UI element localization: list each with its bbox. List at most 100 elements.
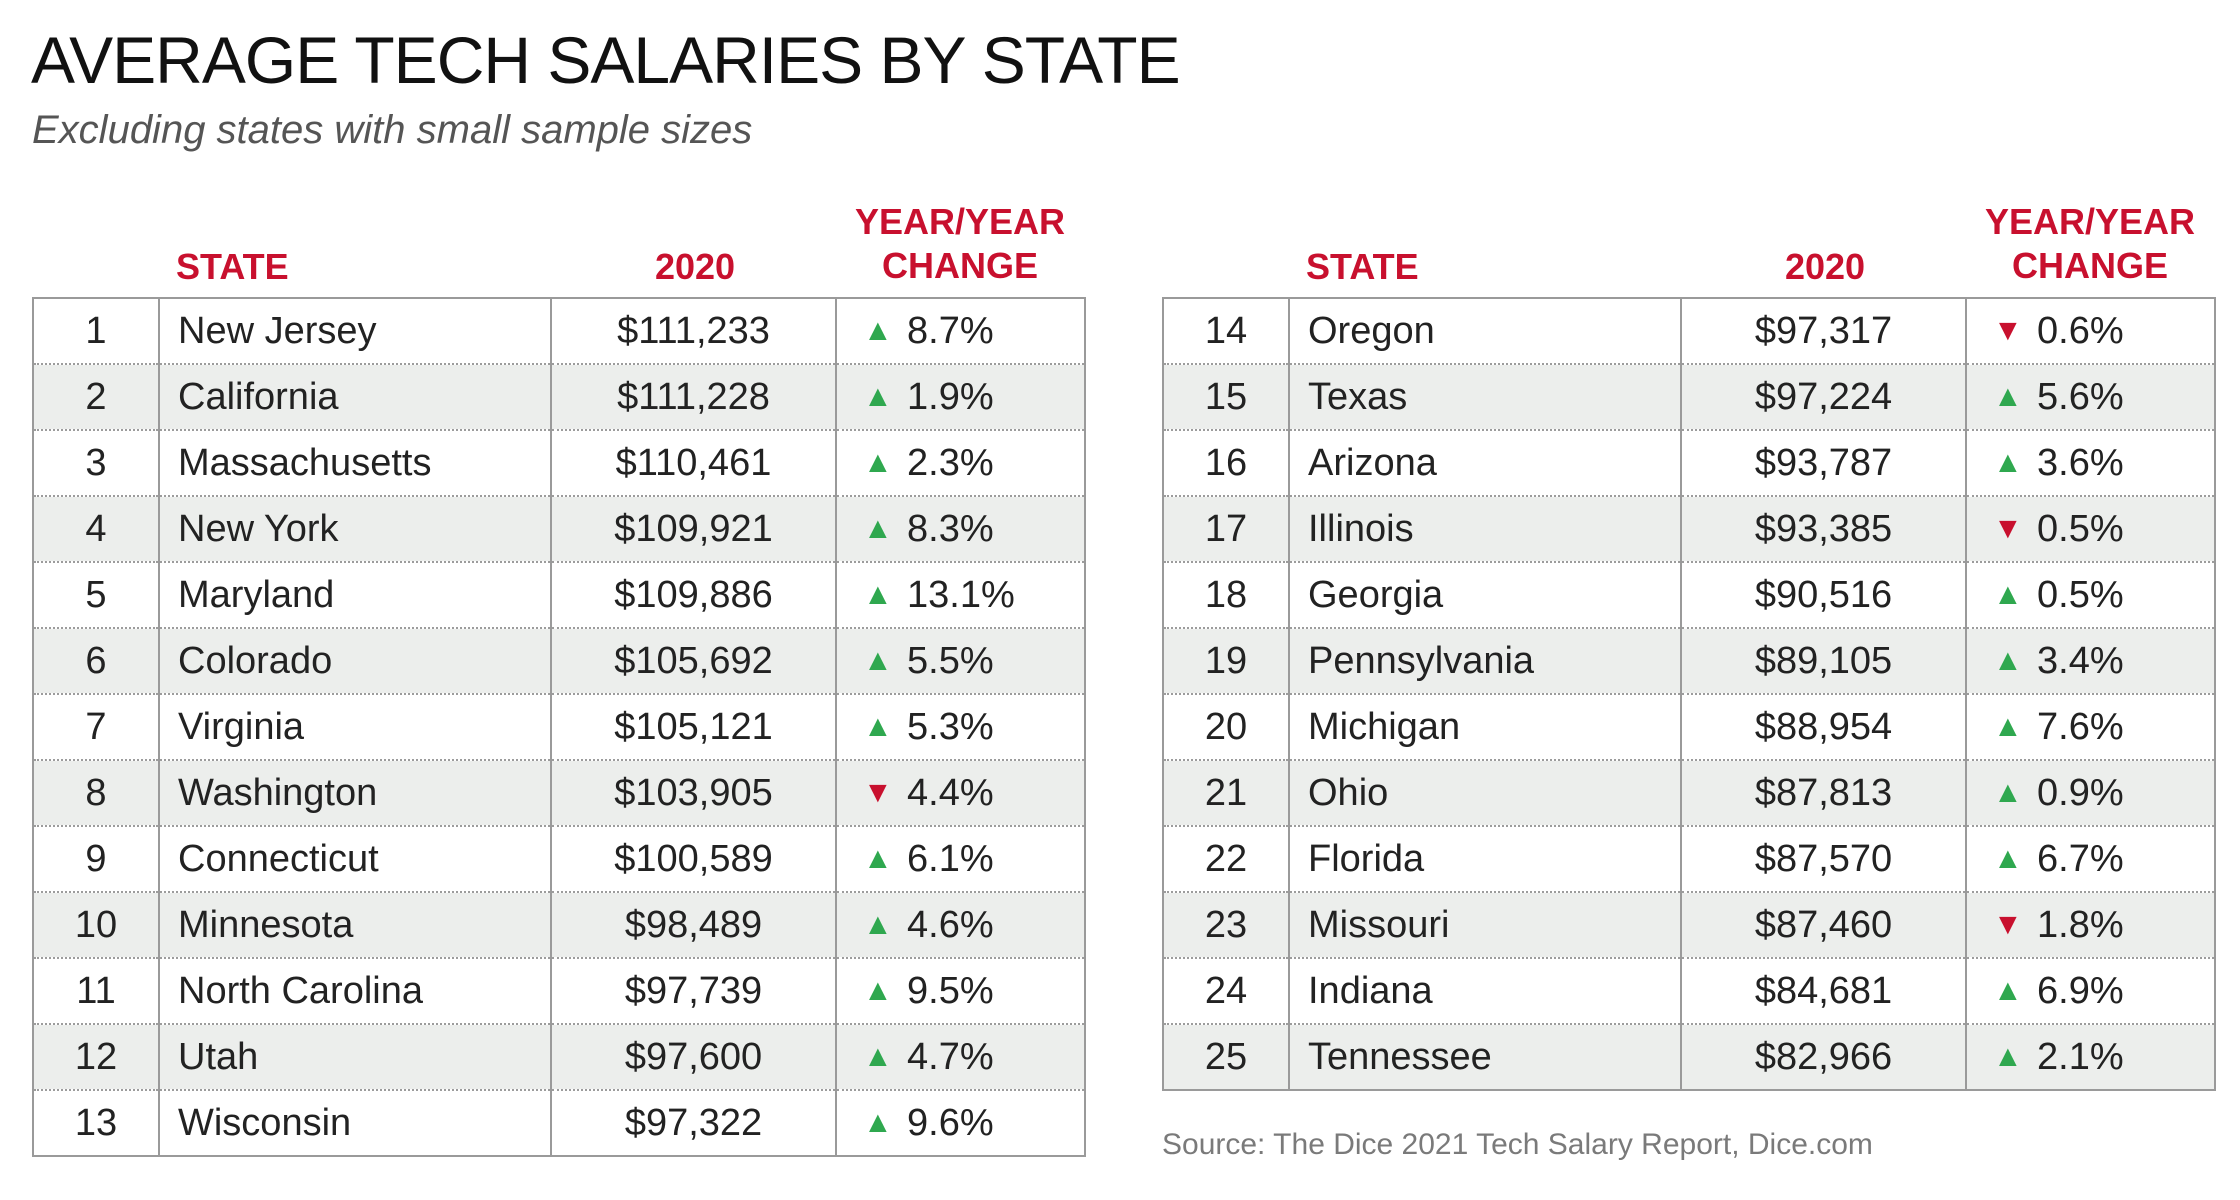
rank-cell: 1 [33, 298, 160, 365]
rank-cell: 7 [33, 694, 160, 761]
salary-cell: $93,385 [1681, 496, 1967, 563]
rank-cell: 3 [33, 430, 160, 497]
change-cell: ▼ 1.8% [1966, 892, 2215, 959]
change-value: 13.1% [907, 573, 1015, 616]
salary-cell: $111,233 [551, 298, 837, 365]
change-value: 7.6% [2037, 705, 2124, 748]
change-cell: ▲ 6.7% [1966, 826, 2215, 893]
up-triangle-icon: ▲ [1993, 643, 2023, 677]
change-value: 9.5% [907, 969, 994, 1012]
state-cell: Michigan [1289, 694, 1682, 761]
up-triangle-icon: ▲ [863, 577, 893, 611]
rank-cell: 2 [33, 364, 160, 431]
header-year-right: 2020 [1784, 246, 1866, 287]
change-cell: ▲ 5.6% [1966, 364, 2215, 431]
table-row: 20 Michigan $88,954 ▲ 7.6% [1163, 694, 2215, 761]
salary-cell: $97,600 [551, 1024, 837, 1091]
state-cell: Pennsylvania [1289, 628, 1682, 695]
state-cell: New York [159, 496, 552, 563]
state-cell: Washington [159, 760, 552, 827]
up-triangle-icon: ▲ [863, 1039, 893, 1073]
header-year-left: 2020 [654, 246, 736, 287]
rank-cell: 20 [1163, 694, 1290, 761]
table-row: 22 Florida $87,570 ▲ 6.7% [1163, 826, 2215, 893]
rank-cell: 15 [1163, 364, 1290, 431]
down-triangle-icon: ▼ [1993, 907, 2023, 941]
rank-cell: 6 [33, 628, 160, 695]
table-row: 5 Maryland $109,886 ▲ 13.1% [33, 562, 1085, 629]
table-row: 8 Washington $103,905 ▼ 4.4% [33, 760, 1085, 827]
rank-cell: 4 [33, 496, 160, 563]
state-cell: Indiana [1289, 958, 1682, 1025]
up-triangle-icon: ▲ [863, 379, 893, 413]
table-row: 18 Georgia $90,516 ▲ 0.5% [1163, 562, 2215, 629]
state-cell: Utah [159, 1024, 552, 1091]
change-value: 2.3% [907, 441, 994, 484]
change-value: 4.6% [907, 903, 994, 946]
rank-cell: 5 [33, 562, 160, 629]
table-row: 3 Massachusetts $110,461 ▲ 2.3% [33, 430, 1085, 497]
header-change-line2: CHANGE [2011, 245, 2168, 286]
header-change-line1: YEAR/YEAR [1984, 201, 2196, 242]
salary-cell: $98,489 [551, 892, 837, 959]
down-triangle-icon: ▼ [863, 775, 893, 809]
change-value: 4.4% [907, 771, 994, 814]
change-value: 3.4% [2037, 639, 2124, 682]
table-row: 1 New Jersey $111,233 ▲ 8.7% [33, 298, 1085, 365]
rank-cell: 23 [1163, 892, 1290, 959]
change-cell: ▲ 5.3% [836, 694, 1085, 761]
state-cell: Texas [1289, 364, 1682, 431]
change-cell: ▼ 0.6% [1966, 298, 2215, 365]
up-triangle-icon: ▲ [863, 1105, 893, 1139]
salary-cell: $93,787 [1681, 430, 1967, 497]
change-value: 5.3% [907, 705, 994, 748]
state-cell: Tennessee [1289, 1024, 1682, 1090]
salary-cell: $97,739 [551, 958, 837, 1025]
up-triangle-icon: ▲ [1993, 841, 2023, 875]
change-cell: ▲ 6.9% [1966, 958, 2215, 1025]
change-cell: ▲ 4.6% [836, 892, 1085, 959]
table-row: 24 Indiana $84,681 ▲ 6.9% [1163, 958, 2215, 1025]
up-triangle-icon: ▲ [863, 643, 893, 677]
rank-cell: 14 [1163, 298, 1290, 365]
salary-cell: $109,886 [551, 562, 837, 629]
state-cell: Wisconsin [159, 1090, 552, 1156]
up-triangle-icon: ▲ [863, 511, 893, 545]
change-value: 0.6% [2037, 309, 2124, 352]
table-row: 2 California $111,228 ▲ 1.9% [33, 364, 1085, 431]
salary-cell: $109,921 [551, 496, 837, 563]
table-row: 10 Minnesota $98,489 ▲ 4.6% [33, 892, 1085, 959]
header-state-left: STATE [176, 246, 289, 287]
salary-table-left: 1 New Jersey $111,233 ▲ 8.7% 2 California $111,… [32, 297, 1086, 1157]
down-triangle-icon: ▼ [1993, 313, 2023, 347]
table-row: 13 Wisconsin $97,322 ▲ 9.6% [33, 1090, 1085, 1156]
state-cell: Colorado [159, 628, 552, 695]
salary-cell: $97,322 [551, 1090, 837, 1156]
state-cell: Virginia [159, 694, 552, 761]
up-triangle-icon: ▲ [863, 973, 893, 1007]
salary-cell: $84,681 [1681, 958, 1967, 1025]
rank-cell: 11 [33, 958, 160, 1025]
change-value: 9.6% [907, 1101, 994, 1144]
header-state-right: STATE [1306, 246, 1419, 287]
up-triangle-icon: ▲ [863, 445, 893, 479]
change-cell: ▲ 8.7% [836, 298, 1085, 365]
salary-cell: $87,460 [1681, 892, 1967, 959]
salary-cell: $105,121 [551, 694, 837, 761]
salary-cell: $87,813 [1681, 760, 1967, 827]
state-cell: Missouri [1289, 892, 1682, 959]
change-cell: ▲ 4.7% [836, 1024, 1085, 1091]
state-cell: Maryland [159, 562, 552, 629]
change-cell: ▲ 0.9% [1966, 760, 2215, 827]
rank-cell: 17 [1163, 496, 1290, 563]
state-cell: Illinois [1289, 496, 1682, 563]
up-triangle-icon: ▲ [1993, 1039, 2023, 1073]
change-cell: ▲ 2.1% [1966, 1024, 2215, 1090]
rank-cell: 25 [1163, 1024, 1290, 1090]
header-change-line1: YEAR/YEAR [854, 201, 1066, 242]
change-value: 8.3% [907, 507, 994, 550]
salary-cell: $89,105 [1681, 628, 1967, 695]
rank-cell: 16 [1163, 430, 1290, 497]
up-triangle-icon: ▲ [1993, 445, 2023, 479]
rank-cell: 12 [33, 1024, 160, 1091]
